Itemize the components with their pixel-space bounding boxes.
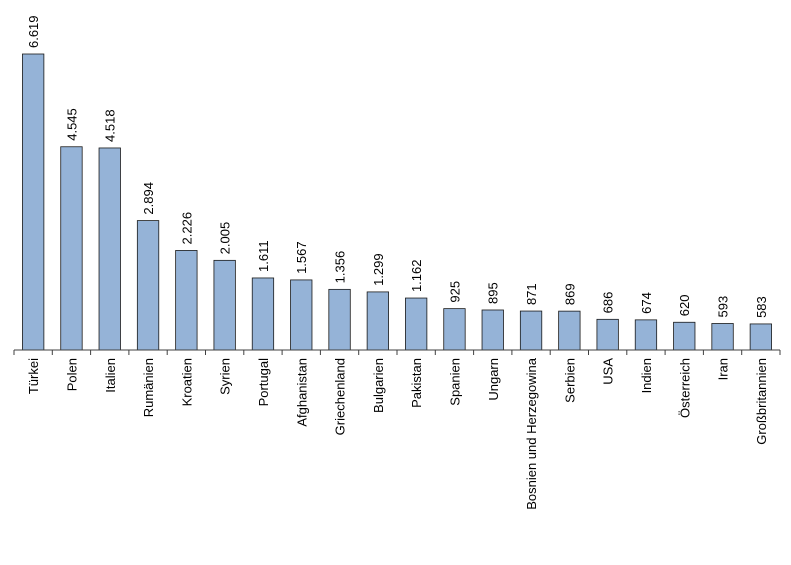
- bar-15: [596, 318, 619, 351]
- bar-6: [251, 277, 275, 351]
- bar-0: [22, 53, 45, 351]
- bar-10: [405, 297, 428, 351]
- category-label-3: Rumänien: [141, 358, 156, 417]
- value-label-11: 925: [447, 281, 462, 303]
- value-labels-group: 6.619 4.545 4.518 2.894 2.226 2.005 1.611 1.567…: [26, 15, 769, 317]
- value-label-3: 2.894: [141, 182, 156, 215]
- category-label-7: Afghanistan: [294, 358, 309, 427]
- bar-1: [60, 146, 83, 351]
- value-label-15: 686: [601, 292, 616, 314]
- category-label-12: Ungarn: [486, 358, 501, 401]
- value-label-12: 895: [486, 282, 501, 304]
- bar-5: [213, 259, 236, 351]
- bar-12: [481, 309, 504, 351]
- category-label-19: Großbritannien: [754, 358, 769, 445]
- category-labels-group: Türkei Polen Italien Rumänien Kroatien Syrien…: [26, 357, 769, 510]
- category-label-2: Italien: [103, 358, 118, 393]
- value-label-0: 6.619: [26, 15, 41, 48]
- bar-13: [519, 310, 543, 351]
- category-label-10: Pakistan: [409, 358, 424, 408]
- bar-3: [136, 220, 160, 351]
- value-label-7: 1.567: [294, 241, 309, 274]
- category-label-13: Bosnien und Herzegowina: [524, 357, 539, 510]
- value-label-14: 869: [562, 283, 577, 305]
- category-label-17: Österreich: [677, 358, 692, 418]
- category-label-15: USA: [601, 358, 616, 385]
- value-label-4: 2.226: [179, 212, 194, 245]
- value-label-2: 4.518: [103, 109, 118, 142]
- value-label-8: 1.356: [333, 251, 348, 284]
- value-label-5: 2.005: [218, 222, 233, 255]
- bar-16: [634, 319, 658, 351]
- value-label-16: 674: [639, 292, 654, 314]
- category-label-6: Portugal: [256, 358, 271, 407]
- category-label-1: Polen: [64, 358, 79, 391]
- value-label-18: 593: [716, 296, 731, 318]
- value-label-9: 1.299: [371, 253, 386, 286]
- category-label-9: Bulgarien: [371, 358, 386, 413]
- value-label-1: 4.545: [64, 108, 79, 141]
- bar-8: [328, 288, 351, 351]
- category-label-16: Indien: [639, 358, 654, 393]
- value-label-13: 871: [524, 283, 539, 305]
- category-label-11: Spanien: [447, 358, 462, 406]
- category-label-18: Iran: [716, 358, 731, 380]
- category-label-0: Türkei: [26, 358, 41, 394]
- value-label-19: 583: [754, 296, 769, 318]
- bar-17: [673, 321, 696, 351]
- value-label-6: 1.611: [256, 240, 271, 272]
- category-label-5: Syrien: [218, 358, 233, 395]
- bar-18: [711, 323, 734, 351]
- category-label-14: Serbien: [562, 358, 577, 403]
- bar-4: [175, 250, 198, 351]
- bar-9: [366, 291, 389, 351]
- bar-7: [290, 279, 313, 351]
- category-label-8: Griechenland: [333, 358, 348, 435]
- x-axis-ticks-group: [13, 350, 781, 355]
- bar-11: [443, 308, 466, 351]
- value-label-17: 620: [677, 295, 692, 317]
- bar-2: [98, 147, 121, 351]
- bar-14: [558, 310, 581, 351]
- category-label-4: Kroatien: [179, 358, 194, 406]
- value-label-10: 1.162: [409, 259, 424, 292]
- bar-19: [749, 323, 772, 351]
- bars-group: [22, 53, 772, 351]
